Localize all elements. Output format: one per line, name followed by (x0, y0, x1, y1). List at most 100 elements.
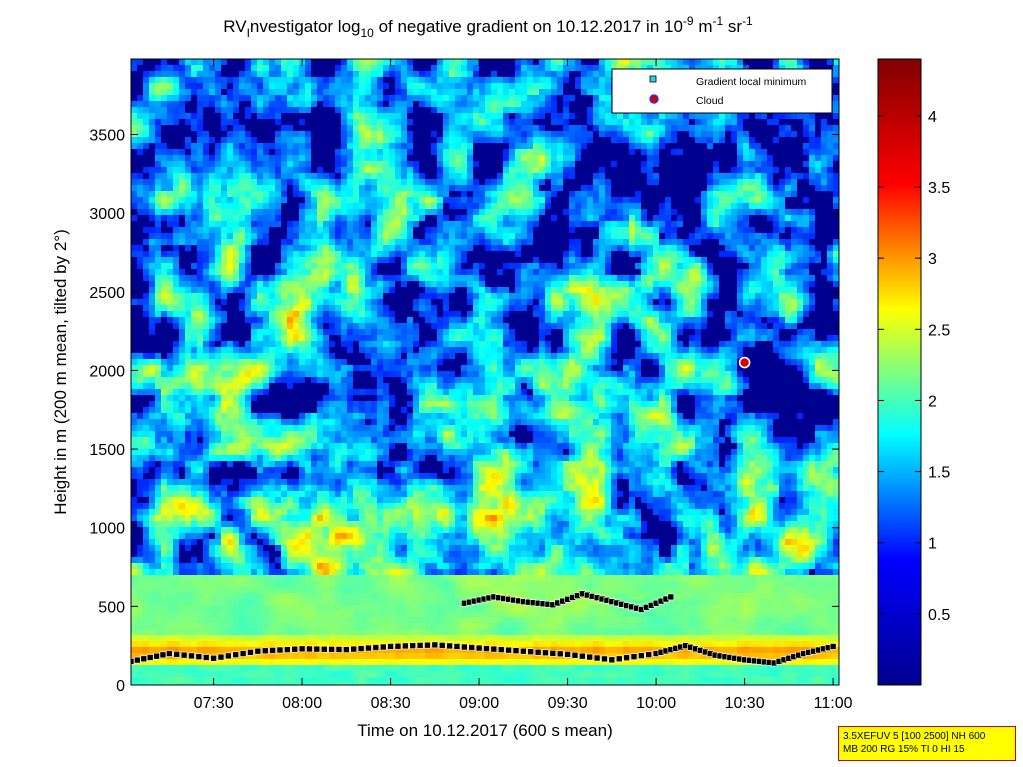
heatmap-cell (443, 497, 449, 503)
heatmap-cell (245, 107, 251, 113)
heatmap-cell (371, 155, 377, 161)
heatmap-cell (353, 269, 359, 275)
heatmap-cell (425, 647, 431, 653)
heatmap-cell (335, 503, 341, 509)
heatmap-cell (155, 101, 161, 107)
heatmap-cell (239, 641, 245, 647)
heatmap-cell (131, 515, 137, 521)
heatmap-cell (347, 365, 353, 371)
heatmap-cell (299, 671, 305, 677)
heatmap-cell (287, 611, 293, 617)
heatmap-cell (239, 353, 245, 359)
heatmap-cell (437, 179, 443, 185)
heatmap-cell (347, 251, 353, 257)
heatmap-cell (371, 569, 377, 575)
heatmap-cell (209, 425, 215, 431)
heatmap-cell (419, 101, 425, 107)
heatmap-cell (185, 221, 191, 227)
heatmap-cell (395, 137, 401, 143)
heatmap-cell (203, 467, 209, 473)
heatmap-cell (383, 527, 389, 533)
heatmap-cell (437, 83, 443, 89)
heatmap-cell (173, 233, 179, 239)
heatmap-cell (347, 203, 353, 209)
heatmap-cell (245, 401, 251, 407)
heatmap-cell (425, 281, 431, 287)
heatmap-cell (425, 653, 431, 659)
heatmap-cell (371, 431, 377, 437)
heatmap-cell (137, 647, 143, 653)
heatmap-cell (287, 335, 293, 341)
heatmap-cell (233, 437, 239, 443)
heatmap-cell (227, 665, 233, 671)
heatmap-cell (155, 431, 161, 437)
heatmap-cell (311, 221, 317, 227)
heatmap-cell (317, 449, 323, 455)
heatmap-cell (281, 521, 287, 527)
heatmap-cell (443, 443, 449, 449)
heatmap-cell (299, 485, 305, 491)
heatmap-cell (287, 89, 293, 95)
heatmap-cell (305, 413, 311, 419)
heatmap-cell (263, 149, 269, 155)
heatmap-cell (329, 527, 335, 533)
heatmap-cell (449, 77, 455, 83)
heatmap-cell (239, 491, 245, 497)
heatmap-cell (449, 551, 455, 557)
heatmap-cell (269, 413, 275, 419)
heatmap-cell (269, 455, 275, 461)
heatmap-cell (365, 179, 371, 185)
heatmap-cell (449, 131, 455, 137)
heatmap-cell (209, 263, 215, 269)
heatmap-cell (359, 113, 365, 119)
heatmap-cell (245, 77, 251, 83)
heatmap-cell (215, 95, 221, 101)
heatmap-cell (413, 203, 419, 209)
heatmap-cell (359, 449, 365, 455)
heatmap-cell (431, 341, 437, 347)
heatmap-cell (275, 167, 281, 173)
heatmap-cell (215, 323, 221, 329)
heatmap-cell (239, 305, 245, 311)
heatmap-cell (185, 647, 191, 653)
heatmap-cell (239, 593, 245, 599)
heatmap-cell (179, 683, 185, 685)
heatmap-cell (431, 311, 437, 317)
heatmap-cell (359, 95, 365, 101)
heatmap-cell (251, 641, 257, 647)
heatmap-cell (305, 317, 311, 323)
heatmap-cell (281, 575, 287, 581)
heatmap-cell (203, 647, 209, 653)
heatmap-cell (221, 509, 227, 515)
heatmap-cell (245, 635, 251, 641)
heatmap-cell (305, 101, 311, 107)
heatmap-cell (251, 503, 257, 509)
heatmap-cell (137, 203, 143, 209)
heatmap-cell (281, 605, 287, 611)
heatmap-cell (185, 401, 191, 407)
heatmap-cell (173, 683, 179, 685)
heatmap-cell (317, 593, 323, 599)
heatmap-cell (269, 611, 275, 617)
heatmap-cell (197, 509, 203, 515)
heatmap-cell (245, 485, 251, 491)
heatmap-cell (305, 179, 311, 185)
heatmap-cell (215, 365, 221, 371)
heatmap-cell (371, 407, 377, 413)
heatmap-cell (455, 59, 461, 65)
heatmap-cell (221, 683, 227, 685)
heatmap-cell (407, 137, 413, 143)
heatmap-cell (197, 599, 203, 605)
heatmap-cell (317, 551, 323, 557)
heatmap-cell (149, 293, 155, 299)
heatmap-cell (419, 77, 425, 83)
heatmap-cell (173, 155, 179, 161)
heatmap-cell (299, 251, 305, 257)
heatmap-cell (257, 317, 263, 323)
heatmap-cell (275, 263, 281, 269)
heatmap-cell (419, 557, 425, 563)
heatmap-cell (149, 515, 155, 521)
heatmap-cell (173, 641, 179, 647)
heatmap-cell (341, 329, 347, 335)
heatmap-cell (275, 137, 281, 143)
